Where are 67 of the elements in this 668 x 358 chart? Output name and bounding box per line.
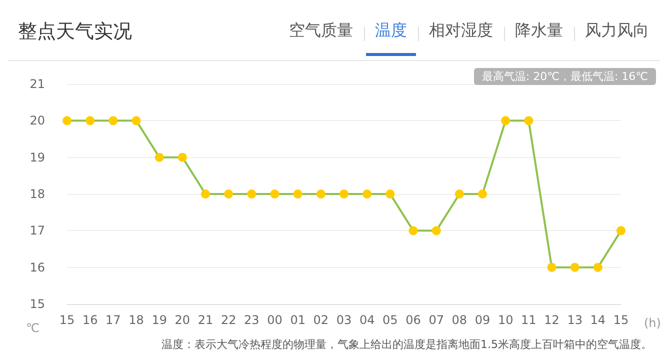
- point: [154, 152, 164, 162]
- chart-title: 整点天气实况: [18, 20, 132, 42]
- x-tick-label: 09: [474, 313, 490, 327]
- x-tick-label: 18: [128, 313, 144, 327]
- point: [86, 116, 95, 126]
- y-tick-label: 17: [30, 224, 45, 238]
- x-tick-label: 03: [336, 313, 352, 327]
- point: [293, 190, 302, 198]
- x-tick-label: 19: [152, 313, 167, 327]
- x-tick-label: 05: [382, 313, 398, 327]
- point: [247, 190, 256, 198]
- text: 相对湿度: [429, 20, 493, 40]
- info-badge: 最高气温: 20℃，最低气温: 16℃: [474, 68, 656, 85]
- point: [432, 226, 441, 236]
- x-tick-label: 01: [290, 313, 306, 327]
- x-tick-label: 23: [244, 313, 260, 327]
- point: [386, 190, 395, 198]
- x-tick-label: 07: [428, 313, 444, 327]
- y-tick-label: 18: [30, 187, 45, 201]
- y-tick-label: 20: [30, 114, 45, 128]
- x-tick-label: 11: [521, 313, 536, 327]
- x-tick-label: 21: [198, 313, 214, 327]
- x-tick-label: 15: [613, 313, 629, 327]
- x-tick-label: 14: [590, 313, 606, 327]
- x-tick-label: 04: [359, 313, 375, 327]
- point: [340, 190, 348, 198]
- point: [108, 116, 118, 126]
- y-tick-label: 15: [30, 297, 45, 311]
- x-tick-label: 12: [544, 313, 560, 327]
- point: [178, 152, 187, 162]
- x-tick-label: 15: [59, 313, 75, 327]
- point: [224, 190, 234, 198]
- point: [132, 116, 141, 126]
- point: [616, 226, 626, 236]
- point: [524, 116, 534, 126]
- point: [270, 190, 280, 198]
- x-tick-label: 08: [452, 313, 468, 327]
- y-tick-label: 16: [30, 260, 45, 274]
- x-tick-label: 17: [106, 313, 121, 327]
- text: 风力风向: [585, 20, 649, 40]
- x-tick-label: 06: [406, 313, 421, 327]
- point: [478, 190, 487, 198]
- text: 降水量: [515, 20, 563, 40]
- x-tick-label: 02: [313, 313, 329, 327]
- point: [201, 190, 210, 198]
- point: [454, 190, 464, 198]
- x-tick-label: 20: [174, 313, 190, 327]
- point: [408, 226, 418, 236]
- x-tick-label: 00: [267, 313, 282, 327]
- point: [316, 190, 326, 198]
- y-axis-title: ℃: [26, 321, 40, 335]
- x-tick-label: 22: [220, 313, 236, 327]
- point: [501, 116, 510, 126]
- x-tick-label: 10: [498, 313, 514, 327]
- text: 空气质量: [289, 20, 353, 40]
- text: 温度：表示大气冷热程度的物理量，气象上给出的温度是指离地面1.5米高度上百叶箱中的空气温度。: [162, 338, 652, 351]
- x-tick-label: 13: [567, 313, 582, 327]
- point: [570, 262, 580, 272]
- point: [547, 262, 556, 272]
- text: 温度: [375, 20, 407, 40]
- y-tick-label: 21: [30, 77, 45, 91]
- y-tick-label: 19: [30, 150, 45, 164]
- point: [62, 116, 72, 126]
- x-axis-title: (h): [644, 316, 661, 330]
- x-tick-label: 16: [82, 313, 98, 327]
- point: [362, 190, 372, 198]
- point: [593, 262, 602, 272]
